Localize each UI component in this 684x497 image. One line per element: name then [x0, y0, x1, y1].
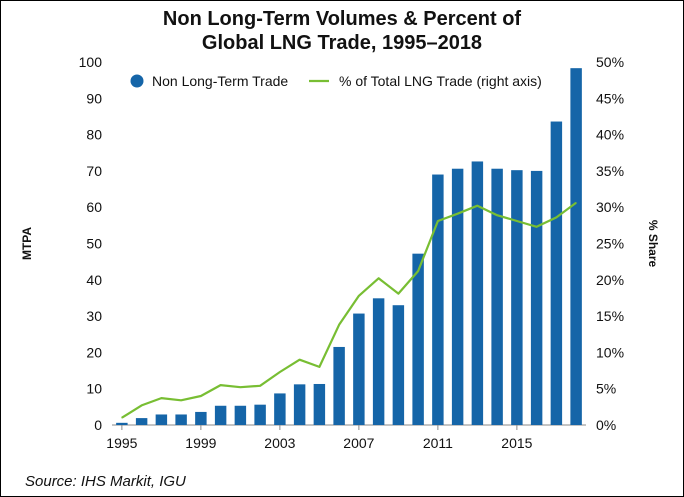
share-point-2002 [259, 385, 261, 387]
share-point-2013 [476, 205, 478, 207]
share-point-2007 [358, 295, 360, 297]
share-point-1997 [160, 397, 162, 399]
y-tick-label: 80 [86, 127, 102, 143]
share-point-2018 [575, 202, 577, 204]
y-tick-label: 30 [86, 308, 102, 324]
bar-2010 [412, 253, 424, 425]
y2-tick-label: 15% [596, 308, 624, 324]
x-tick-label: 1999 [185, 435, 216, 451]
y-tick-label: 10 [86, 381, 102, 397]
bar-2001 [234, 405, 247, 425]
y2-tick-label: 35% [596, 163, 624, 179]
share-point-1996 [141, 404, 143, 406]
share-point-2016 [536, 226, 538, 228]
bar-2014 [491, 168, 503, 426]
bar-1995 [116, 422, 128, 425]
bar-2003 [274, 393, 286, 425]
bar-2005 [313, 383, 326, 425]
chart-title-line-2: Global LNG Trade, 1995–2018 [201, 32, 483, 54]
y-tick-label: 20 [86, 344, 102, 360]
share-point-2005 [318, 366, 320, 368]
share-point-2001 [239, 386, 241, 388]
bar-2004 [293, 384, 306, 425]
legend-bar-marker [130, 74, 144, 88]
bar-2002 [254, 404, 266, 425]
share-point-2010 [417, 270, 419, 272]
bar-2017 [550, 121, 563, 426]
bar-2013 [471, 161, 484, 425]
y2-tick-label: 10% [596, 344, 624, 360]
legend-line-label: % of Total LNG Trade (right axis) [339, 73, 542, 89]
y-tick-label: 100 [79, 54, 103, 70]
bar-2007 [353, 313, 365, 425]
chart-title-line-1: Non Long-Term Volumes & Percent of [162, 8, 522, 30]
bar-2011 [432, 174, 444, 425]
bar-2018 [570, 68, 582, 426]
x-tick-label: 2011 [423, 435, 453, 451]
x-tick-label: 2015 [501, 435, 532, 451]
y2-tick-label: 40% [596, 127, 624, 143]
share-point-2014 [496, 214, 498, 216]
x-tick-label: 2007 [343, 435, 374, 451]
bar-1997 [155, 414, 168, 425]
share-point-1998 [180, 399, 182, 401]
y-tick-label: 0 [94, 417, 102, 433]
share-point-2009 [397, 292, 399, 295]
share-point-2006 [338, 324, 340, 326]
y2-tick-label: 45% [596, 90, 624, 106]
bar-2000 [214, 405, 227, 425]
y-axis-title: MTPA [20, 227, 34, 260]
share-point-2008 [378, 277, 380, 279]
bar-2015 [511, 170, 523, 425]
y2-tick-label: 50% [596, 54, 624, 70]
y-tick-label: 60 [86, 199, 102, 215]
x-tick-label: 2003 [264, 435, 295, 451]
share-point-2004 [299, 359, 301, 361]
bar-2006 [333, 346, 345, 425]
bar-2009 [392, 305, 405, 425]
y-tick-label: 90 [86, 90, 102, 106]
y2-tick-label: 25% [596, 236, 624, 252]
share-point-2003 [279, 371, 281, 373]
bar-2008 [372, 298, 385, 425]
share-point-1999 [200, 395, 202, 397]
y2-tick-label: 30% [596, 199, 624, 215]
bar-1999 [195, 411, 207, 425]
share-point-1995 [121, 417, 123, 419]
chart-title: Non Long-Term Volumes & Percent of Globa… [1, 7, 683, 55]
share-point-2012 [457, 213, 459, 215]
bar-2016 [530, 170, 543, 425]
share-point-2000 [220, 384, 222, 386]
source-note: Source: IHS Markit, IGU [25, 473, 186, 490]
y-tick-label: 70 [86, 163, 102, 179]
bar-1998 [175, 414, 187, 425]
y-tick-label: 40 [86, 272, 102, 288]
share-point-2011 [437, 220, 439, 222]
legend-bar-label: Non Long-Term Trade [152, 73, 288, 89]
y-tick-label: 50 [86, 236, 102, 252]
share-point-2015 [516, 220, 518, 222]
y2-tick-label: 0% [596, 417, 616, 433]
bar-1996 [135, 418, 148, 425]
y2-axis-title: % Share [646, 220, 660, 268]
share-point-2017 [555, 216, 557, 218]
y2-tick-label: 5% [596, 381, 616, 397]
x-tick-label: 1995 [106, 435, 137, 451]
y2-tick-label: 20% [596, 272, 624, 288]
bar-2012 [451, 168, 464, 426]
share-line [121, 201, 577, 419]
